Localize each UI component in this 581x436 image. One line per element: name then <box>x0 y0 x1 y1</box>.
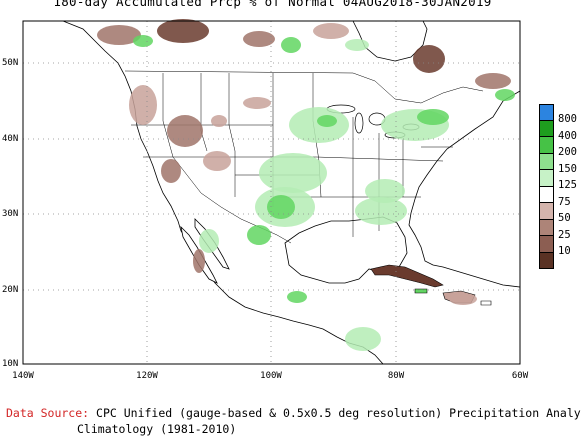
legend-row: 150 <box>539 153 579 174</box>
cuba <box>370 264 444 288</box>
legend-row: 400 <box>539 120 579 141</box>
legend-row: 125 <box>539 170 579 191</box>
map-frame <box>22 19 521 365</box>
data-source-line: Data Source: CPC Unified (gauge-based & … <box>6 406 581 420</box>
atlantic-ocean <box>408 90 521 288</box>
lat-label-10n: 10N <box>2 359 19 369</box>
legend-label-400: 400 <box>558 129 577 142</box>
legend-swatch-25-50 <box>539 219 554 236</box>
lat-label-40n: 40N <box>2 134 19 144</box>
legend-row: 25 <box>539 219 579 240</box>
puerto-rico <box>480 300 492 306</box>
gulf-of-mexico <box>284 216 408 284</box>
legend-label-800: 800 <box>558 113 577 125</box>
legend-row: 50 <box>539 203 579 224</box>
lon-label-60w: 60W <box>511 371 529 381</box>
lon-label-80w: 80W <box>387 371 405 381</box>
legend: 800 400 200 150 125 75 50 25 10 <box>539 104 579 269</box>
legend-label-10: 10 <box>558 245 571 257</box>
jamaica <box>414 288 428 294</box>
precip-dry-areas <box>97 19 511 305</box>
legend-label-125: 125 <box>558 179 577 191</box>
legend-swatch-125-150 <box>539 170 554 187</box>
legend-swatch-800-plus <box>539 104 554 121</box>
legend-swatch-75-125 <box>539 186 554 203</box>
legend-label-200: 200 <box>558 146 577 158</box>
map-border <box>22 20 521 365</box>
legend-row: 800 <box>539 104 579 125</box>
legend-label-25: 25 <box>558 228 571 241</box>
lon-label-140w: 140W <box>12 371 34 381</box>
data-source-label: Data Source: <box>6 406 90 420</box>
lat-label-20n: 20N <box>2 285 19 295</box>
legend-swatch-below-10 <box>539 252 554 269</box>
data-source-text: CPC Unified (gauge-based & 0.5x0.5 deg r… <box>96 406 581 420</box>
legend-swatch-150-200 <box>539 153 554 170</box>
lat-label-30n: 30N <box>2 209 19 219</box>
legend-swatch-200-400 <box>539 137 554 154</box>
legend-label-150: 150 <box>558 162 577 175</box>
legend-row: 75 <box>539 186 579 207</box>
legend-label-50: 50 <box>558 212 571 224</box>
legend-swatch-10-25 <box>539 236 554 253</box>
precip-map <box>22 19 521 365</box>
legend-swatch-400-800 <box>539 120 554 137</box>
chart-title: 180-day Accumulated Prcp % of Normal 04A… <box>53 0 492 9</box>
legend-row: 200 <box>539 137 579 158</box>
legend-swatch-50-75 <box>539 203 554 220</box>
precip-wet-areas <box>133 35 515 351</box>
lon-label-100w: 100W <box>260 371 282 381</box>
legend-row: 10 <box>539 236 579 257</box>
legend-label-75: 75 <box>558 195 571 208</box>
legend-row <box>539 252 579 269</box>
climatology-line: Climatology (1981-2010) <box>77 422 237 436</box>
lon-label-120w: 120W <box>136 371 158 381</box>
lat-label-50n: 50N <box>2 58 19 68</box>
graticule <box>23 21 520 364</box>
